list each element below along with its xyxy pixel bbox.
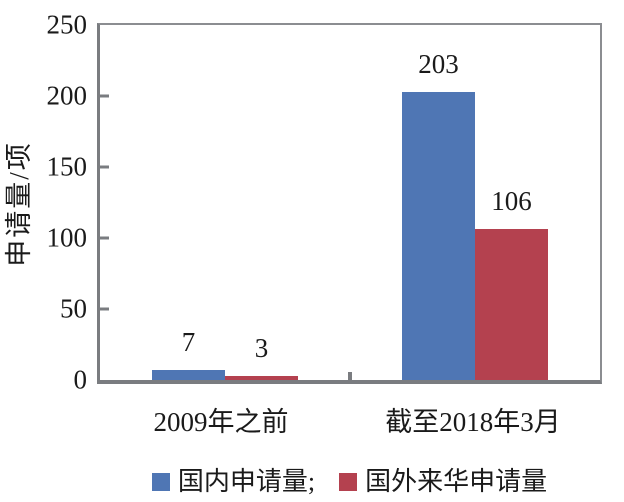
bar-foreign-before-2009 (225, 375, 298, 380)
y-axis-tick-labels: 0 50 100 150 200 250 (0, 11, 88, 393)
category-group-until-2018: 203 106 (350, 25, 600, 380)
y-axis-tick-mark (100, 236, 109, 240)
bar-group-foreign-until-2018: 106 (475, 25, 548, 380)
x-category-label-before-2009: 2009年之前 (153, 407, 289, 437)
y-axis-tick-mark (100, 165, 109, 169)
y-axis-tick-mark (100, 94, 109, 98)
legend-label-domestic: 国内申请量; (177, 467, 316, 496)
bar-domestic-until-2018 (402, 91, 475, 380)
category-group-before-2009: 7 3 (100, 25, 350, 380)
y-axis-tick-label: 100 (46, 222, 88, 253)
legend-swatch-domestic (151, 473, 170, 491)
data-label: 203 (418, 48, 459, 79)
data-label: 106 (491, 186, 532, 217)
legend-label-foreign: 国外来华申请量 (365, 467, 548, 496)
bar-group-domestic-until-2018: 203 (402, 25, 475, 380)
y-axis-tick-label: 150 (46, 151, 88, 182)
plot-area: 7 3 203 106 (97, 23, 602, 384)
bar-group-domestic-before-2009: 7 (152, 25, 225, 380)
bar-domestic-before-2009 (152, 370, 225, 380)
y-axis-tick-label: 200 (46, 80, 88, 111)
legend-swatch-foreign (339, 473, 358, 491)
y-axis-tick-label: 250 (46, 9, 88, 40)
bar-group-foreign-before-2009: 3 (225, 25, 298, 380)
y-axis-tick-mark (100, 307, 109, 311)
legend: 国内申请量; 国外来华申请量 (97, 469, 602, 495)
bar-foreign-until-2018 (475, 229, 548, 380)
y-axis-tick-label: 50 (60, 293, 87, 324)
x-category-label-until-2018: 截至2018年3月 (385, 407, 561, 437)
data-label: 7 (181, 327, 196, 358)
legend-item-foreign: 国外来华申请量 (339, 469, 547, 495)
y-axis-tick-label: 0 (73, 364, 88, 395)
x-axis-tick-mark (348, 372, 352, 380)
data-label: 3 (254, 332, 269, 363)
legend-item-domestic: 国内申请量; (151, 467, 316, 496)
